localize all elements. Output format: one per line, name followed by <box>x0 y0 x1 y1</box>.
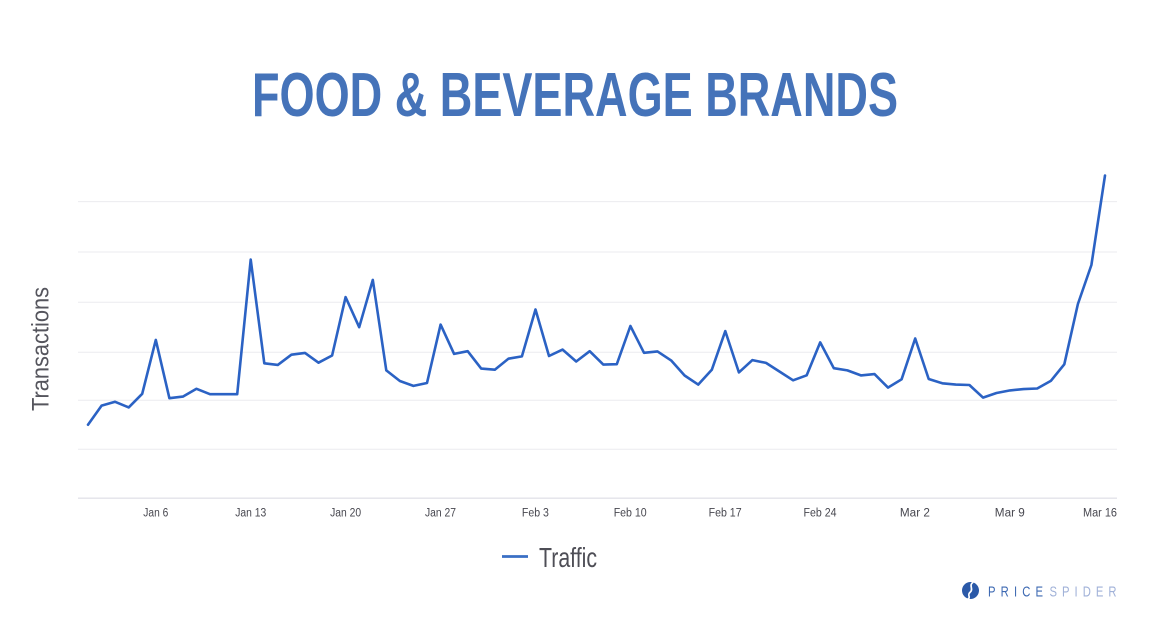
svg-text:Mar 9: Mar 9 <box>995 508 1025 520</box>
svg-text:Feb 24: Feb 24 <box>804 508 838 520</box>
svg-text:SPIDER: SPIDER <box>1050 583 1122 600</box>
svg-text:Traffic: Traffic <box>539 542 597 573</box>
svg-text:Feb 10: Feb 10 <box>614 508 647 520</box>
svg-text:FOOD & BEVERAGE BRANDS: FOOD & BEVERAGE BRANDS <box>252 60 898 130</box>
svg-text:PRICE: PRICE <box>988 583 1048 600</box>
svg-text:Jan 13: Jan 13 <box>235 508 266 520</box>
svg-text:Jan 6: Jan 6 <box>143 508 168 520</box>
svg-text:Jan 20: Jan 20 <box>330 508 361 520</box>
svg-text:Transactions: Transactions <box>28 287 55 411</box>
svg-text:Feb 3: Feb 3 <box>522 508 549 520</box>
svg-text:Jan 27: Jan 27 <box>425 508 456 520</box>
svg-text:Mar 2: Mar 2 <box>900 508 930 520</box>
svg-text:Mar 16: Mar 16 <box>1083 508 1117 520</box>
svg-text:Feb 17: Feb 17 <box>709 508 742 520</box>
